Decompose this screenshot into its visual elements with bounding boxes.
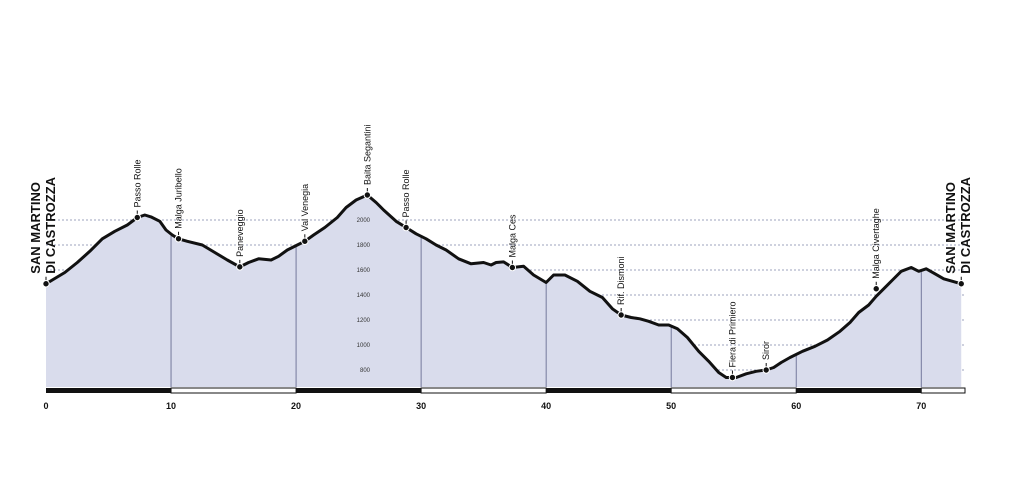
waypoint-label: Passo Rolle	[401, 169, 411, 217]
waypoint-0: Passo Rolle	[132, 159, 142, 222]
distance-segment-1	[170, 387, 297, 394]
waypoint-dot	[402, 223, 410, 232]
y-tick-label-800: 800	[360, 368, 371, 374]
x-tick-label-30: 30	[416, 401, 426, 411]
elevation-line	[44, 193, 963, 379]
waypoint-4: Baita Segantini	[362, 124, 372, 199]
x-tick-label-60: 60	[791, 401, 801, 411]
distance-segment-7	[920, 387, 966, 394]
y-tick-label-1200: 1200	[357, 318, 371, 324]
endpoint-label-line-0: SAN MARTINO	[28, 182, 43, 274]
y-tick-label-2000: 2000	[357, 218, 371, 224]
start-point: SAN MARTINO DI CASTROZZA	[28, 176, 58, 288]
y-tick-label-1000: 1000	[357, 343, 371, 349]
waypoint-1: Malga Juribello	[174, 168, 184, 243]
waypoint-dot	[762, 366, 770, 374]
endpoint-label-line-1: DI CASTROZZA	[958, 176, 973, 273]
endpoint-label-line-0: SAN MARTINO	[943, 182, 958, 274]
distance-segment-5	[670, 387, 797, 394]
x-tick-label-10: 10	[166, 401, 176, 411]
endpoint-label-line-1: DI CASTROZZA	[43, 176, 58, 273]
waypoint-dot	[728, 373, 737, 382]
distance-segment-3	[420, 387, 547, 394]
waypoint-dot	[174, 235, 183, 243]
x-tick-label-40: 40	[541, 401, 551, 411]
waypoint-label: Paneveggio	[235, 209, 245, 257]
waypoint-8: Fiera di Primiero	[727, 301, 737, 382]
waypoint-label: Siror	[761, 341, 771, 360]
endpoint-dot	[42, 280, 50, 288]
waypoint-label: Malga Ces	[507, 214, 517, 258]
x-tick-label-50: 50	[666, 401, 676, 411]
waypoint-label: Val Venegia	[300, 184, 310, 231]
waypoint-label: Passo Rolle	[132, 159, 142, 207]
waypoint-dot	[236, 263, 244, 271]
distance-segment-0	[46, 388, 172, 393]
y-tick-label-1600: 1600	[357, 268, 371, 274]
waypoint-label: Malga Civertaghe	[871, 208, 881, 279]
elevation-area	[46, 195, 962, 387]
waypoint-9: Siror	[761, 341, 771, 374]
distance-segment-2	[296, 388, 422, 393]
y-tick-label-1400: 1400	[357, 293, 371, 299]
waypoint-label: Fiera di Primiero	[727, 301, 737, 367]
waypoint-dot	[133, 213, 141, 222]
waypoint-dot	[617, 311, 625, 319]
endpoint-dot	[957, 280, 965, 288]
distance-segment-4	[546, 388, 672, 393]
x-tick-label-0: 0	[43, 401, 48, 411]
x-tick-label-20: 20	[291, 401, 301, 411]
end-point: SAN MARTINO DI CASTROZZA	[943, 176, 973, 288]
waypoint-10: Malga Civertaghe	[871, 208, 881, 293]
y-tick-label-1800: 1800	[357, 243, 371, 249]
waypoint-dot	[508, 263, 517, 272]
waypoint-dot	[872, 285, 880, 293]
waypoint-label: Baita Segantini	[362, 124, 372, 185]
waypoint-dot	[301, 237, 309, 245]
waypoint-dot	[363, 191, 372, 199]
waypoint-label: Rif. Dismoni	[616, 256, 626, 305]
x-tick-label-70: 70	[916, 401, 926, 411]
waypoint-6: Malga Ces	[507, 214, 517, 272]
distance-segment-6	[796, 388, 922, 393]
waypoint-2: Paneveggio	[235, 209, 245, 271]
waypoint-3: Val Venegia	[300, 184, 310, 245]
waypoint-7: Rif. Dismoni	[616, 256, 626, 319]
waypoint-label: Malga Juribello	[174, 168, 184, 229]
waypoint-5: Passo Rolle	[401, 169, 411, 232]
